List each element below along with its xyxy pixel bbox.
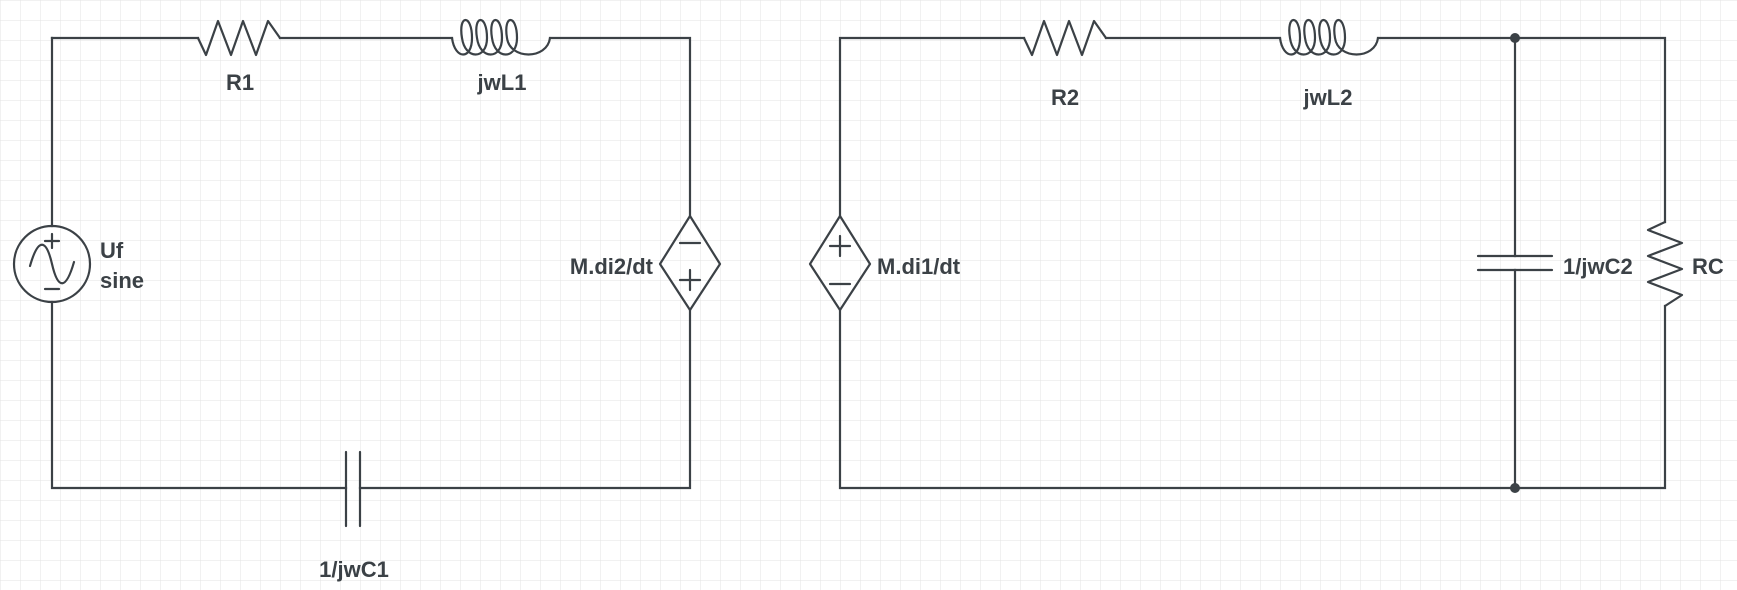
dependent-source-right-label: M.di1/dt (877, 254, 961, 279)
right-wire-right-lower (838, 304, 1667, 490)
resistor-r1-label: R1 (226, 70, 254, 95)
ac-source-uf-label: Uf (100, 238, 124, 263)
left-wire-bottom-left (50, 300, 348, 490)
capacitor-c1[interactable] (344, 450, 362, 528)
inductor-l1-label: jwL1 (477, 70, 527, 95)
resistor-r1[interactable] (196, 19, 282, 57)
capacitor-c1-label: 1/jwC1 (319, 557, 389, 582)
resistor-r2[interactable] (1022, 19, 1108, 57)
left-circuit: R1 jwL1 Uf sine M.di2/dt 1/jwC1 (12, 18, 722, 582)
junction-top (1510, 33, 1520, 43)
inductor-l2-label: jwL2 (1303, 85, 1353, 110)
junction-bottom (1510, 483, 1520, 493)
left-wire-right-lower (358, 308, 692, 490)
left-wire-top-c (548, 36, 692, 218)
ac-source-uf[interactable] (12, 224, 92, 304)
right-wire-left-upper (838, 36, 1026, 218)
capacitor-c2[interactable] (1476, 254, 1554, 272)
dependent-source-left-label: M.di2/dt (570, 254, 654, 279)
inductor-l2[interactable] (1278, 18, 1380, 56)
resistor-rc[interactable] (1646, 220, 1684, 308)
capacitor-c2-label: 1/jwC2 (1563, 254, 1633, 279)
right-circuit: M.di1/dt R2 jwL2 1/jwC2 RC (808, 18, 1724, 493)
dependent-source-left[interactable] (658, 214, 722, 312)
inductor-l1[interactable] (450, 18, 552, 56)
right-wire-top-c (1376, 36, 1667, 224)
ac-source-type-label: sine (100, 268, 144, 293)
resistor-r2-label: R2 (1051, 85, 1079, 110)
resistor-rc-label: RC (1692, 254, 1724, 279)
dependent-source-right[interactable] (808, 214, 872, 312)
